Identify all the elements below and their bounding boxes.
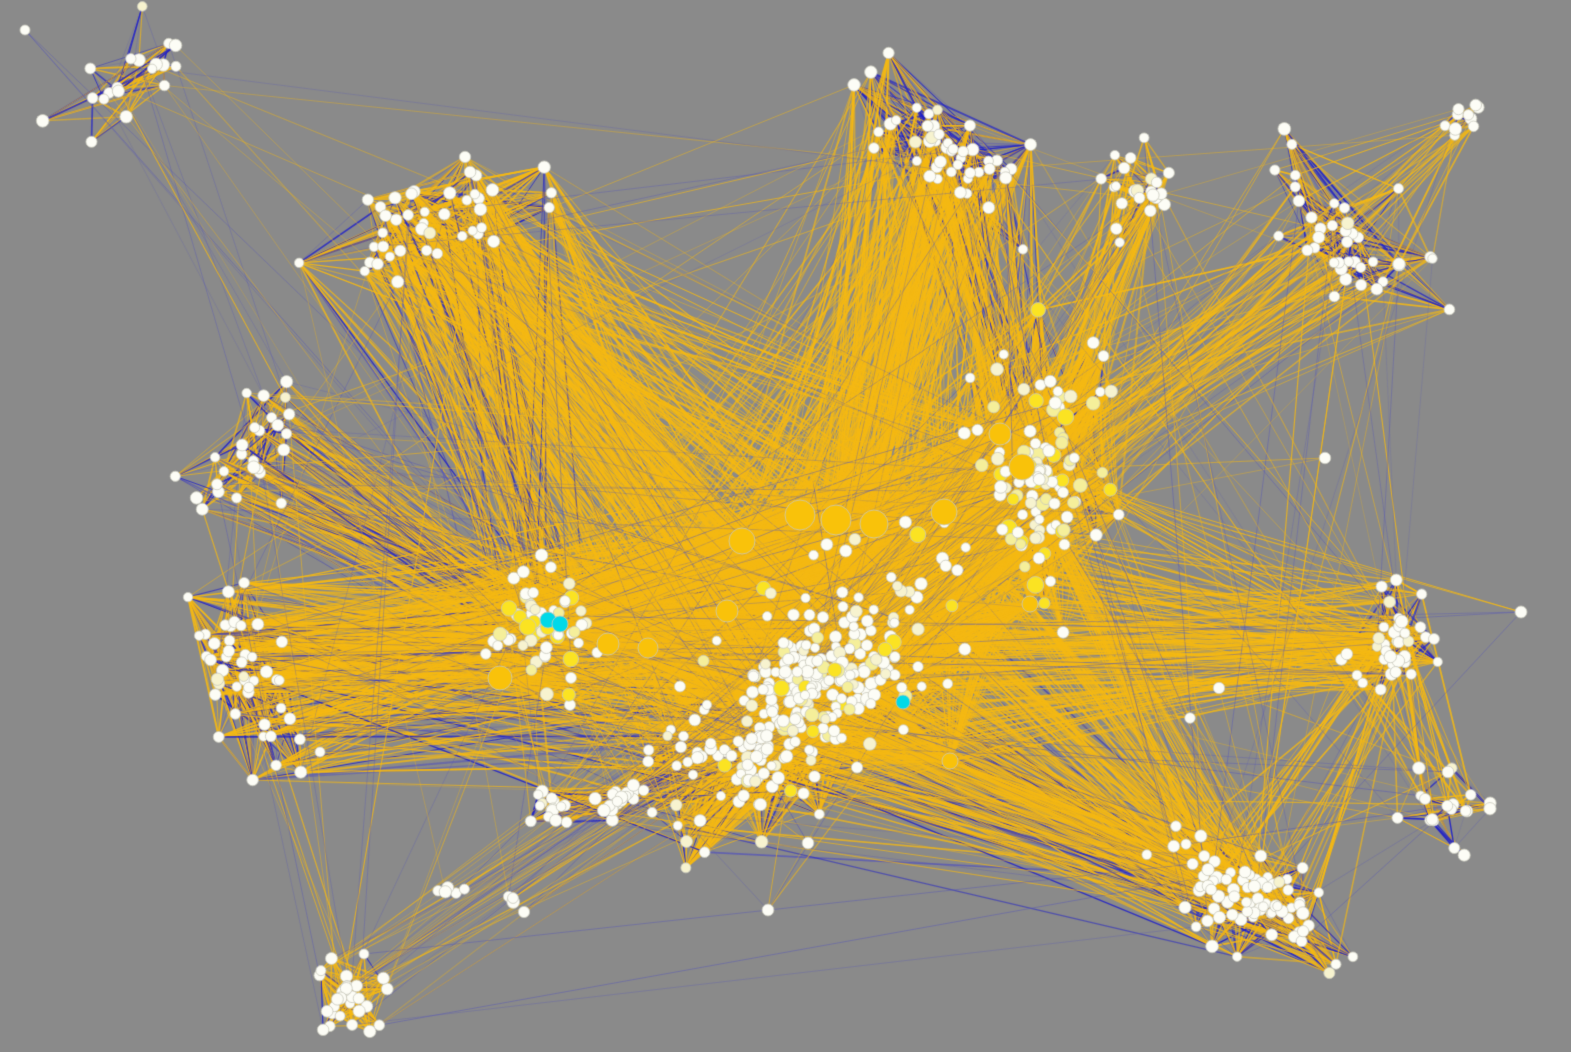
graph-canvas[interactable] — [0, 0, 1571, 1052]
network-graph-visualization[interactable] — [0, 0, 1571, 1052]
